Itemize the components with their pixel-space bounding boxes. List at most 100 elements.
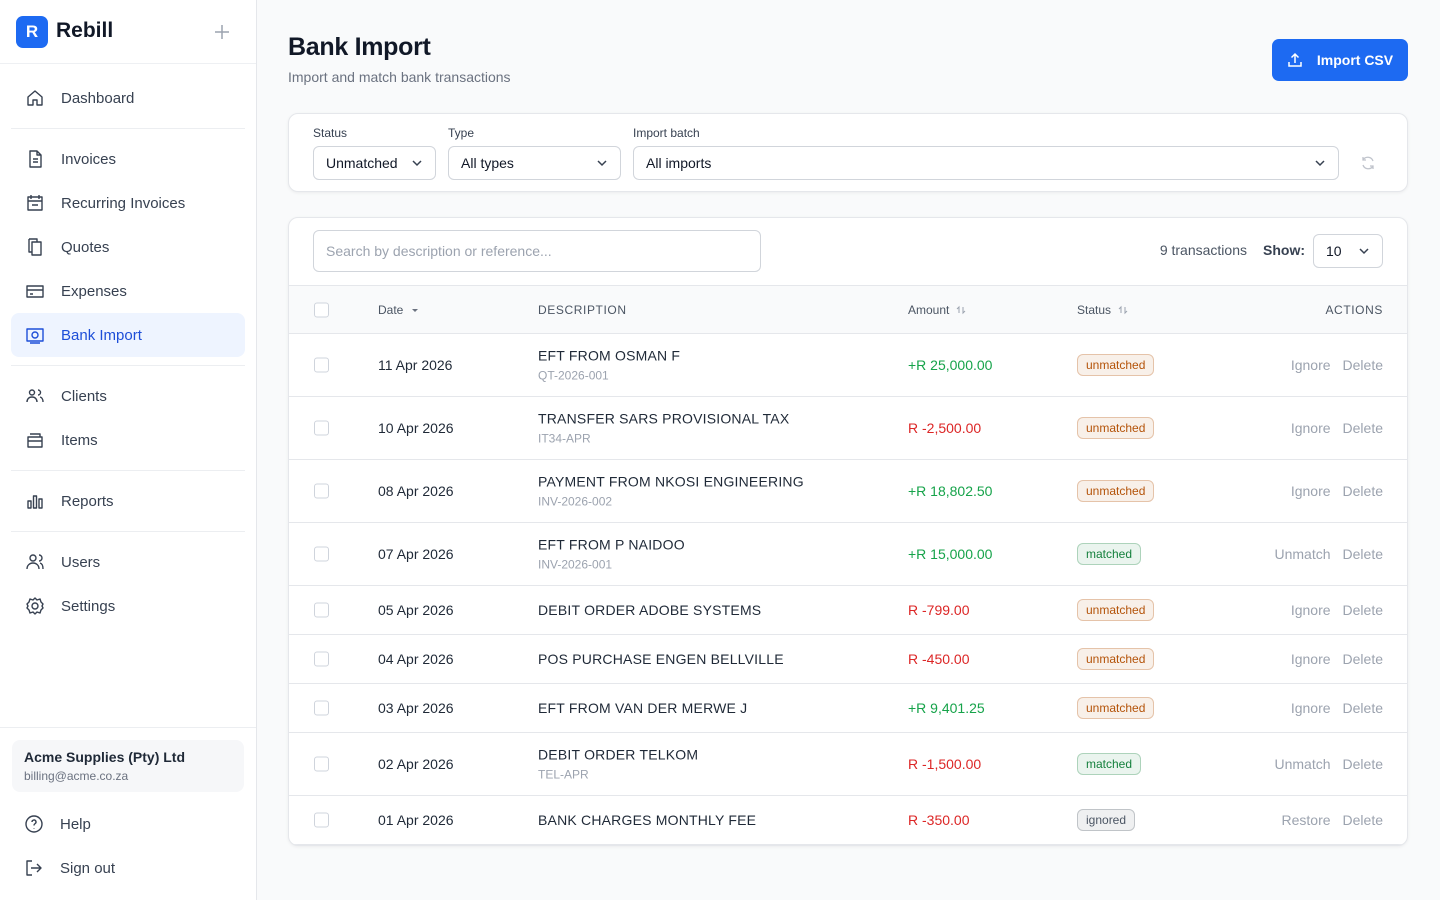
icon-path xyxy=(26,389,44,403)
action-link[interactable]: Ignore xyxy=(1290,357,1331,373)
description: DEBIT ORDER TELKOM xyxy=(538,746,699,763)
import-button[interactable]: Import CSV xyxy=(1272,39,1408,81)
nav-item[interactable]: Settings xyxy=(11,584,245,628)
action-link[interactable]: Delete xyxy=(1342,700,1383,716)
row-checkbox[interactable] xyxy=(314,357,329,373)
nav-divider xyxy=(11,470,245,471)
icon-path xyxy=(29,150,42,168)
sort-path xyxy=(412,308,419,312)
select-all-checkbox[interactable] xyxy=(314,302,329,317)
nav-label: Items xyxy=(61,431,98,449)
nav-item[interactable]: Users xyxy=(11,540,245,584)
icon-path xyxy=(27,433,43,448)
filter-select[interactable]: Unmatched xyxy=(313,146,436,180)
actions: Restore Delete xyxy=(1282,812,1384,828)
nav-icon xyxy=(26,389,44,403)
date: 11 Apr 2026 xyxy=(378,357,453,373)
action-link[interactable]: Delete xyxy=(1342,420,1383,436)
nav-label: Quotes xyxy=(61,238,110,256)
action-link[interactable]: Unmatch xyxy=(1274,546,1331,562)
description: EFT FROM OSMAN F xyxy=(538,347,681,364)
action-link[interactable]: Delete xyxy=(1342,483,1383,499)
nav-item[interactable]: Invoices xyxy=(11,137,245,181)
reference: INV-2026-002 xyxy=(538,494,613,509)
column-header[interactable]: Status xyxy=(1077,303,1129,317)
nav-item[interactable]: Dashboard xyxy=(11,76,245,120)
row-checkbox[interactable] xyxy=(314,812,329,828)
page-subtitle: Import and match bank transactions xyxy=(288,69,511,85)
amount: R -799.00 xyxy=(908,602,970,618)
status-badge: unmatched xyxy=(1077,354,1155,376)
action-link[interactable]: Delete xyxy=(1342,756,1383,772)
row-checkbox[interactable] xyxy=(314,602,329,618)
row-checkbox[interactable] xyxy=(314,483,329,499)
action-link[interactable]: Delete xyxy=(1342,357,1383,373)
action-link[interactable]: Delete xyxy=(1342,651,1383,667)
actions: Unmatch Delete xyxy=(1275,756,1384,772)
icon-path xyxy=(27,195,43,211)
page-size-select[interactable]: 10 xyxy=(1313,234,1383,268)
account[interactable]: Acme Supplies (Pty) Ltd billing@acme.co.… xyxy=(12,740,244,792)
filter-label: Type xyxy=(448,126,475,140)
nav-icon xyxy=(27,195,43,211)
row-checkbox[interactable] xyxy=(314,756,329,772)
filter-select[interactable]: All types xyxy=(448,146,621,180)
main: Bank Import Import and match bank transa… xyxy=(257,0,1440,900)
nav-item[interactable]: Clients xyxy=(11,374,245,418)
column-header[interactable]: Date xyxy=(378,303,421,317)
date: 10 Apr 2026 xyxy=(378,420,454,436)
footer-item[interactable]: Help xyxy=(12,802,244,846)
column-header[interactable]: Amount xyxy=(908,303,967,317)
status-badge: unmatched xyxy=(1077,697,1155,719)
reference: QT-2026-001 xyxy=(538,368,609,383)
nav-item[interactable]: Reports xyxy=(11,479,245,523)
filter-select[interactable]: All imports xyxy=(633,146,1339,180)
action-link[interactable]: Delete xyxy=(1342,812,1383,828)
column-label: Status xyxy=(1077,302,1112,317)
actions: Unmatch Delete xyxy=(1275,546,1384,562)
status-badge: matched xyxy=(1077,753,1142,775)
nav-item[interactable]: Expenses xyxy=(11,269,245,313)
action-link[interactable]: Ignore xyxy=(1290,483,1331,499)
nav-label: Bank Import xyxy=(61,326,142,344)
nav-item[interactable]: Recurring Invoices xyxy=(11,181,245,225)
action-link[interactable]: Ignore xyxy=(1290,651,1331,667)
action-link[interactable]: Delete xyxy=(1342,546,1383,562)
action-link[interactable]: Delete xyxy=(1342,602,1383,618)
filter-value: All imports xyxy=(646,155,712,171)
nav-label: Dashboard xyxy=(61,89,135,107)
search-input[interactable]: Search by description or reference... xyxy=(313,230,761,272)
description-cell: EFT FROM VAN DER MERWE J xyxy=(538,700,747,716)
sort-path xyxy=(1118,305,1128,314)
action-link[interactable]: Unmatch xyxy=(1274,756,1331,772)
chevron xyxy=(1359,248,1369,255)
row-checkbox[interactable] xyxy=(314,420,329,436)
row-checkbox[interactable] xyxy=(314,651,329,667)
sort-icon xyxy=(1118,305,1128,314)
table-row: 10 Apr 2026 TRANSFER SARS PROVISIONAL TAX… xyxy=(289,397,1407,460)
show-label: Show: xyxy=(1263,242,1305,258)
amount: +R 15,000.00 xyxy=(908,546,993,562)
footer-label: Help xyxy=(60,815,91,833)
filter-card: Status Unmatched Type All types Import batch… xyxy=(288,113,1408,192)
filter-value: Unmatched xyxy=(326,155,398,171)
chevron-path xyxy=(412,160,422,167)
nav-item[interactable]: Items xyxy=(11,418,245,462)
action-link[interactable]: Ignore xyxy=(1290,700,1331,716)
row-checkbox[interactable] xyxy=(314,700,329,716)
date: 08 Apr 2026 xyxy=(378,483,454,499)
filter: Import batch All imports xyxy=(633,126,1339,180)
column-label: Amount xyxy=(908,302,950,317)
add-icon[interactable] xyxy=(214,24,230,40)
footer-item[interactable]: Sign out xyxy=(12,846,244,890)
action-link[interactable]: Ignore xyxy=(1290,602,1331,618)
action-link[interactable]: Restore xyxy=(1281,812,1331,828)
nav-item[interactable]: Quotes xyxy=(11,225,245,269)
sidebar: R Rebill Dashboard Invoices Recurring Invo… xyxy=(0,0,257,900)
row-checkbox[interactable] xyxy=(314,546,329,562)
upload-icon xyxy=(1288,52,1302,67)
action-link[interactable]: Ignore xyxy=(1290,420,1331,436)
refresh-icon[interactable] xyxy=(1360,155,1376,171)
filter: Status Unmatched xyxy=(313,126,436,180)
nav-item[interactable]: Bank Import xyxy=(11,313,245,357)
